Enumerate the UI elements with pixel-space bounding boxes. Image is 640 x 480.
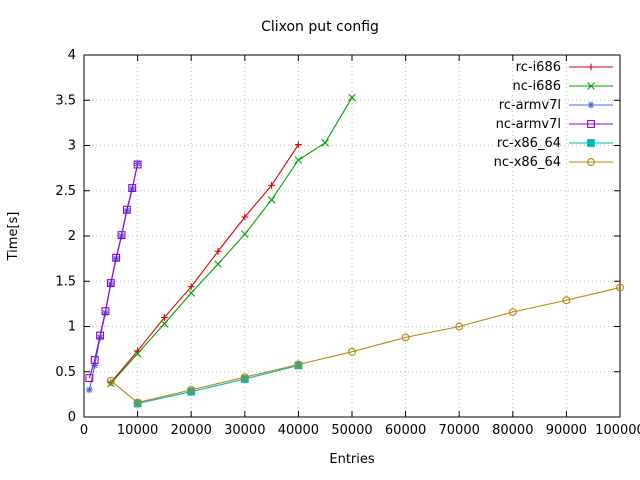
circle-open-marker: [587, 158, 595, 166]
star-marker: [86, 387, 93, 393]
y-tick-label: 1: [68, 320, 76, 335]
square-open-marker: [117, 231, 126, 240]
x-marker: [321, 138, 329, 147]
x-marker: [241, 230, 249, 238]
x-axis-label: Entries: [329, 452, 375, 467]
x-marker: [133, 349, 142, 358]
square-open-marker: [587, 120, 595, 128]
legend-entry-rc-i686: rc-i686: [516, 60, 613, 75]
legend-label: nc-i686: [512, 79, 561, 94]
legend-label: rc-armv7l: [499, 98, 561, 113]
legend-entry-nc-armv7l: nc-armv7l: [496, 117, 613, 132]
legend-entry-rc-x86_64: rc-x86_64: [497, 136, 613, 151]
square-open-marker: [106, 279, 115, 288]
chart-title: Clixon put config: [261, 19, 379, 35]
series-rc-i686: [107, 141, 302, 387]
circle-open-marker: [455, 322, 464, 331]
star-marker: [588, 102, 594, 108]
square-open-marker: [85, 374, 94, 383]
y-tick-label: 0.5: [55, 365, 76, 380]
legend-label: rc-x86_64: [497, 136, 561, 151]
square-filled-marker: [587, 139, 595, 147]
x-tick-label: 100000: [595, 423, 640, 438]
series-nc-i686: [107, 93, 356, 388]
circle-open-marker: [348, 347, 356, 356]
y-tick-label: 2: [68, 229, 76, 244]
legend-label: nc-x86_64: [494, 155, 561, 170]
x-tick-label: 70000: [439, 423, 480, 438]
x-tick-label: 60000: [385, 423, 426, 438]
x-tick-label: 40000: [278, 423, 319, 438]
x-marker: [160, 319, 169, 328]
legend-entry-nc-i686: nc-i686: [512, 79, 613, 94]
circle-open-marker: [294, 360, 303, 369]
square-open-marker: [128, 184, 137, 192]
x-tick-label: 50000: [331, 423, 372, 438]
legend-entry-nc-x86_64: nc-x86_64: [494, 155, 613, 170]
series-rc-x86_64: [133, 361, 303, 408]
square-open-marker: [101, 307, 110, 316]
x-marker: [267, 196, 276, 204]
y-tick-label: 4: [68, 48, 76, 63]
x-marker: [107, 379, 115, 388]
x-marker: [294, 156, 303, 164]
series-line-nc-i686: [110, 97, 353, 384]
series-line-nc-armv7l: [88, 164, 139, 379]
square-open-marker: [90, 356, 99, 364]
legend-label: rc-i686: [516, 60, 561, 75]
circle-open-marker: [187, 385, 196, 394]
series-line-rc-i686: [110, 144, 299, 383]
x-marker: [187, 289, 195, 297]
series-line-nc-x86_64: [110, 287, 621, 404]
legend: rc-i686 nc-i686 rc-armv7l nc-armv7l rc-x86_6…: [494, 60, 613, 170]
y-tick-label: 0: [68, 410, 76, 425]
y-tick-label: 1.5: [55, 274, 76, 289]
circle-open-marker: [401, 333, 410, 342]
y-tick-label: 3.5: [55, 93, 76, 108]
circle-open-marker: [616, 283, 624, 292]
series-nc-armv7l: [85, 160, 142, 383]
x-tick-label: 20000: [171, 423, 212, 438]
x-tick-label: 0: [80, 423, 88, 438]
circle-open-marker: [508, 308, 517, 316]
x-tick-label: 90000: [546, 423, 587, 438]
legend-label: nc-armv7l: [496, 117, 561, 132]
x-tick-label: 30000: [224, 423, 265, 438]
circle-open-marker: [133, 398, 142, 407]
series-line-rc-x86_64: [137, 364, 299, 404]
x-marker: [348, 93, 356, 102]
circle-open-marker: [562, 296, 571, 305]
plot-area: 0 10000 20000 30000 40000 50000 60000 70000 8000…: [55, 48, 640, 438]
square-open-marker: [122, 205, 131, 214]
x-marker: [214, 260, 222, 268]
square-open-marker: [96, 331, 105, 340]
legend-entry-rc-armv7l: rc-armv7l: [499, 98, 613, 113]
circle-open-marker: [106, 376, 115, 385]
series-nc-x86_64: [106, 283, 624, 407]
x-marker: [587, 82, 595, 90]
y-axis-label: Time[s]: [6, 212, 21, 262]
star-marker: [134, 160, 141, 167]
square-open-marker: [133, 160, 142, 169]
y-tick-label: 3: [68, 139, 76, 154]
x-tick-label: 80000: [492, 423, 533, 438]
y-tick-label: 2.5: [55, 184, 76, 199]
circle-open-marker: [240, 373, 249, 382]
x-tick-label: 10000: [117, 423, 158, 438]
square-open-marker: [112, 253, 121, 262]
